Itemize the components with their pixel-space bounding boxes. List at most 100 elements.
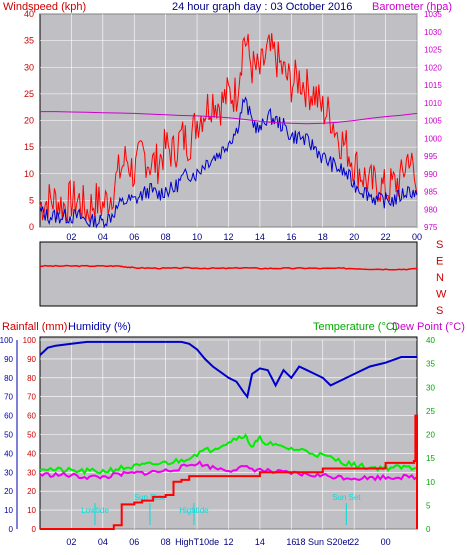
wind-y-tick: 30: [24, 62, 34, 72]
wind-y-tick: 25: [24, 89, 34, 99]
chart-title: 24 hour graph day : 03 October 2016: [172, 1, 352, 13]
rain-humidity-temp-panel: Lowtide Sun Rise Hightide Sun Set 0 10 20 30 40…: [0, 336, 435, 547]
barometer-y-tick: 1000: [424, 134, 442, 143]
rain-y-tick: 40: [27, 449, 36, 458]
temperature-y-tick: 0: [426, 525, 431, 534]
dewpoint-label: Dew Point (°C): [392, 321, 465, 333]
humidity-y-tick: 50: [4, 431, 13, 440]
wind-x-tick: 16: [286, 232, 296, 242]
wind-y-tick: 15: [24, 142, 34, 152]
humidity-y-tick: 10: [4, 506, 13, 515]
wind-x-tick: 20: [349, 232, 359, 242]
wind-y-tick: 5: [29, 195, 34, 205]
barometer-y-tick: 985: [424, 188, 438, 197]
barometer-y-tick: 1005: [424, 117, 442, 126]
wind-x-tick: 00: [412, 232, 422, 242]
direction-plot-area: [39, 241, 418, 307]
gust-line: [39, 33, 418, 223]
rain-y-tick: 50: [27, 431, 36, 440]
rainfall-line: [40, 414, 418, 530]
rain-y-tick: 20: [27, 487, 36, 496]
wind-series: [39, 33, 418, 229]
rain-x-tick: 18 Sun S20et: [295, 537, 350, 547]
humidity-y-tick: 30: [4, 468, 13, 477]
wind-x-tick: 18: [318, 232, 328, 242]
barometer-y-tick: 975: [424, 223, 438, 232]
rain-grid: [40, 339, 417, 530]
temperature-y-tick: 20: [426, 431, 435, 440]
direction-y-tick: S: [436, 239, 443, 251]
dewpoint-line: [39, 460, 418, 482]
rain-x-tick: HighT10de: [175, 537, 219, 547]
rain-x-tick: 04: [98, 537, 108, 547]
rain-x-tick: 14: [255, 537, 265, 547]
wind-x-tick: 22: [381, 232, 391, 242]
wind-x-tick: 14: [255, 232, 265, 242]
barometer-y-tick: 995: [424, 152, 438, 161]
barometer-y-tick: 1035: [424, 10, 442, 19]
rain-y-tick: 30: [27, 468, 36, 477]
barometer-line: [40, 111, 418, 125]
temperature-line: [39, 432, 418, 476]
temperature-y-tick: 25: [426, 407, 435, 416]
rain-x-tick: 06: [129, 537, 139, 547]
direction-line: [39, 264, 418, 271]
barometer-y-tick: 1020: [424, 63, 442, 72]
barometer-y-tick: 980: [424, 205, 438, 214]
humidity-y-tick: 0: [9, 525, 14, 534]
wind-x-tick: 10: [192, 232, 202, 242]
wind-x-tick: 12: [223, 232, 233, 242]
wind-x-tick: 02: [66, 232, 76, 242]
direction-y-tick: N: [436, 272, 444, 284]
rain-y-tick: 10: [27, 506, 36, 515]
humidity-rain-y-axis: 0 10 20 30 40 50 60 70 80 90 100 0 10 20 30 40 50 60 70 80 9…: [0, 336, 37, 534]
humidity-line: [39, 340, 417, 399]
windspeed-label: Windspeed (kph): [3, 1, 86, 13]
barometer-y-tick: 1030: [424, 28, 442, 37]
wind-y-axis: 0 5 10 15 20 25 30 35 40: [24, 9, 34, 232]
annotation-label: Sun Set: [332, 493, 361, 502]
rain-x-tick: 12: [223, 537, 233, 547]
barometer-y-tick: 1015: [424, 81, 442, 90]
rain-x-tick: 08: [161, 537, 171, 547]
temperature-y-tick: 40: [426, 336, 435, 345]
rain-y-tick: 80: [27, 374, 36, 383]
rain-x-tick: 16: [286, 537, 296, 547]
rain-x-tick: 00: [381, 537, 391, 547]
wind-x-tick: 04: [98, 232, 108, 242]
temperature-y-tick: 10: [426, 478, 435, 487]
rainfall-label: Rainfall (mm): [2, 321, 67, 333]
annotation-label: Hightide: [179, 506, 209, 515]
humidity-y-tick: 70: [4, 393, 13, 402]
wind-y-tick: 10: [24, 169, 34, 179]
temperature-y-tick: 15: [426, 454, 435, 463]
temperature-y-axis: 0 5 10 15 20 25 30 35 40: [426, 336, 435, 534]
barometer-y-axis: 975 980 985 990 995 1000 1005 1010 1015 1020 1025 1…: [424, 10, 442, 232]
tide-sun-annotations: Lowtide Sun Rise Hightide Sun Set: [81, 493, 361, 525]
humidity-y-tick: 100: [0, 336, 14, 345]
direction-y-tick: W: [436, 289, 447, 301]
wind-x-tick: 08: [161, 232, 171, 242]
humidity-y-tick: 60: [4, 412, 13, 421]
rain-y-tick: 100: [23, 336, 37, 345]
direction-y-tick: S: [436, 305, 443, 317]
temperature-y-tick: 5: [426, 501, 431, 510]
rain-x-axis: 02 04 06 08 HighT10de 12 14 16 18 Sun S20et 22 00: [66, 537, 390, 547]
barometer-y-tick: 990: [424, 170, 438, 179]
barometer-label: Barometer (hpa): [372, 1, 452, 13]
rain-y-tick: 70: [27, 393, 36, 402]
humidity-label: Humidity (%): [68, 321, 131, 333]
annotation-label: Sun Rise: [134, 493, 167, 502]
rain-y-tick: 0: [32, 525, 37, 534]
wind-y-tick: 0: [29, 222, 34, 232]
humidity-y-tick: 40: [4, 449, 13, 458]
direction-y-tick: E: [436, 256, 443, 268]
temperature-label: Temperature (°C): [313, 321, 397, 333]
rain-y-tick: 90: [27, 355, 36, 364]
rain-y-tick: 60: [27, 412, 36, 421]
humidity-y-tick: 20: [4, 487, 13, 496]
wind-x-tick: 06: [129, 232, 139, 242]
